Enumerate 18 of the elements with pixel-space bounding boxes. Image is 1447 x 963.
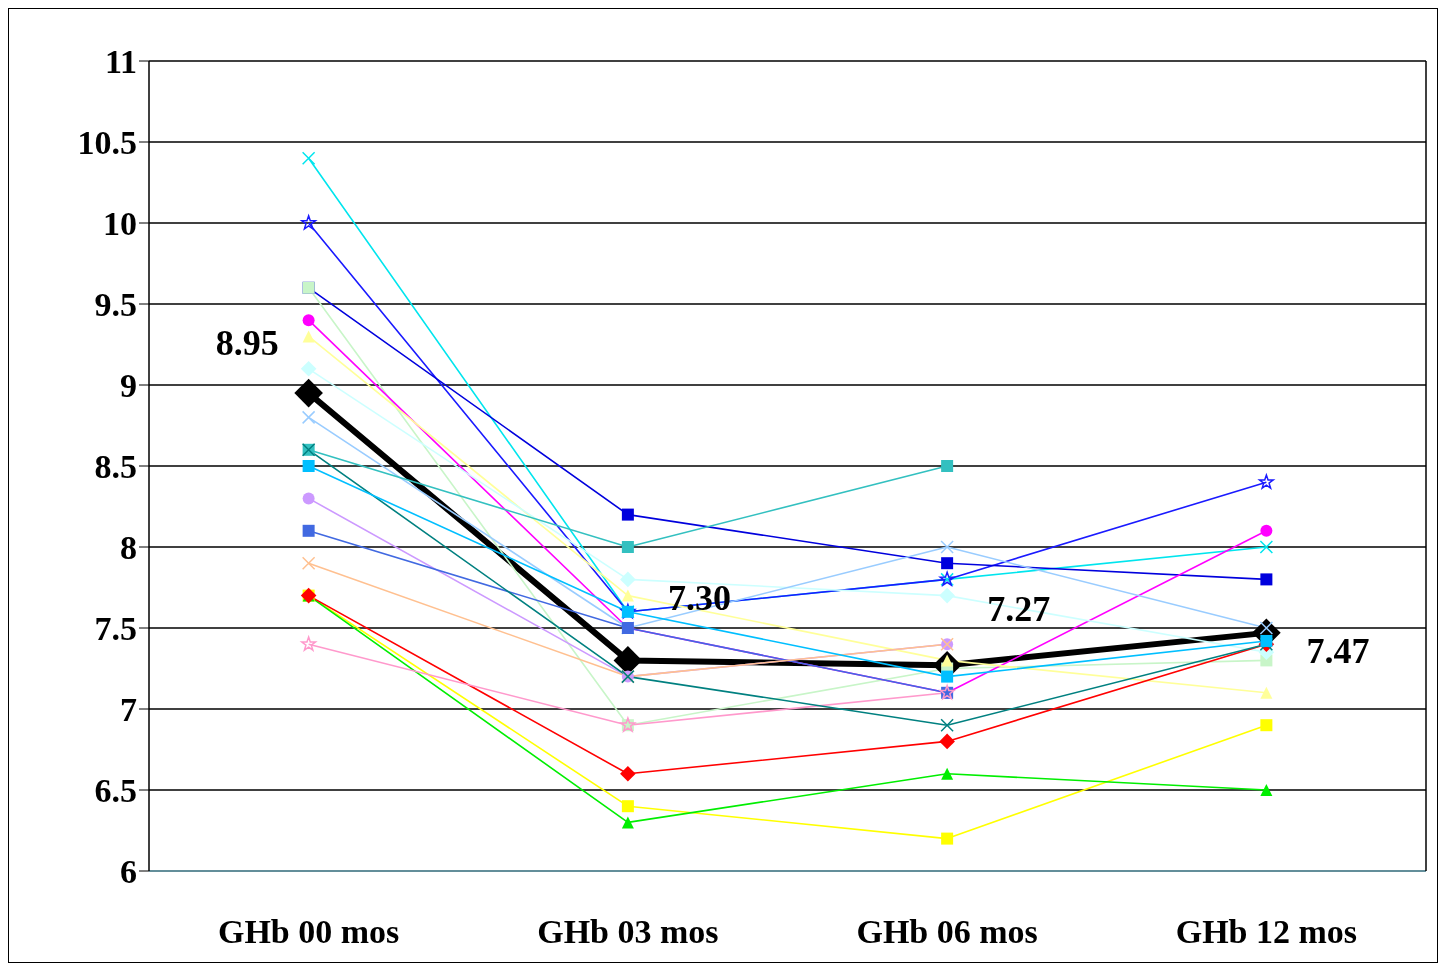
data-label: 7.27 (987, 589, 1051, 630)
x-tick-label: GHb 12 mos (1175, 913, 1358, 951)
data-label: 8.95 (215, 323, 279, 364)
x-tick-label: GHb 00 mos (217, 913, 400, 951)
y-tick-label: 11 (104, 43, 137, 81)
y-tick-label: 9.5 (94, 286, 137, 324)
y-tick-label: 10.5 (77, 124, 137, 162)
y-tick-label: 7.5 (94, 610, 137, 648)
data-label: 7.47 (1306, 630, 1370, 671)
x-tick-label: GHb 06 mos (856, 913, 1038, 951)
y-tick-label: 8.5 (94, 448, 137, 486)
y-tick-label: 9 (120, 367, 137, 405)
y-tick-label: 8 (120, 529, 137, 567)
y-tick-label: 6 (120, 853, 137, 891)
y-tick-label: 6.5 (94, 772, 137, 810)
x-tick-label: GHb 03 mos (537, 913, 719, 951)
y-tick-label: 10 (103, 205, 137, 243)
y-tick-label: 7 (120, 691, 137, 729)
